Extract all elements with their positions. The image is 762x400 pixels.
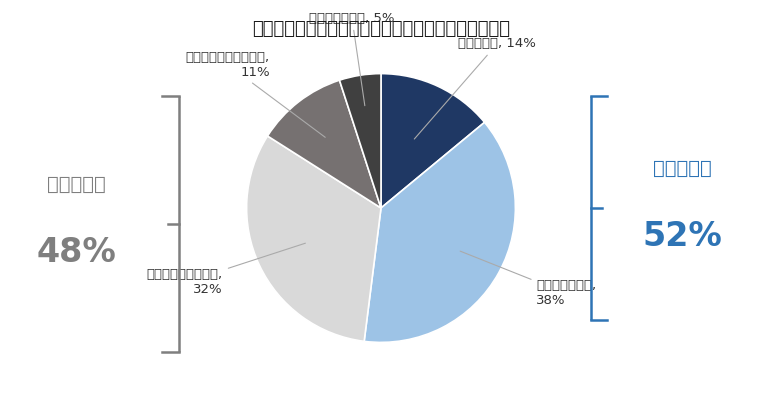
Text: ややあてはまる,
38%: ややあてはまる, 38% <box>460 251 597 308</box>
Wedge shape <box>364 122 515 342</box>
Wedge shape <box>247 136 381 341</box>
Wedge shape <box>267 80 381 208</box>
Text: 現在の課長の仕事に、あなたはやりがいを感じている: 現在の課長の仕事に、あなたはやりがいを感じている <box>252 20 510 38</box>
Wedge shape <box>381 74 485 208</box>
Text: やりがい有: やりがい有 <box>652 158 712 178</box>
Text: 52%: 52% <box>642 220 722 252</box>
Text: あてはまる, 14%: あてはまる, 14% <box>415 37 536 139</box>
Text: あまりあてはまらない,
11%: あまりあてはまらない, 11% <box>186 51 325 137</box>
Text: どちらとも言えない,
32%: どちらとも言えない, 32% <box>147 243 306 296</box>
Text: 48%: 48% <box>37 236 116 268</box>
Text: あてはまらない, 5%: あてはまらない, 5% <box>309 12 395 106</box>
Wedge shape <box>339 74 381 208</box>
Text: やりがい無: やりがい無 <box>46 174 106 194</box>
